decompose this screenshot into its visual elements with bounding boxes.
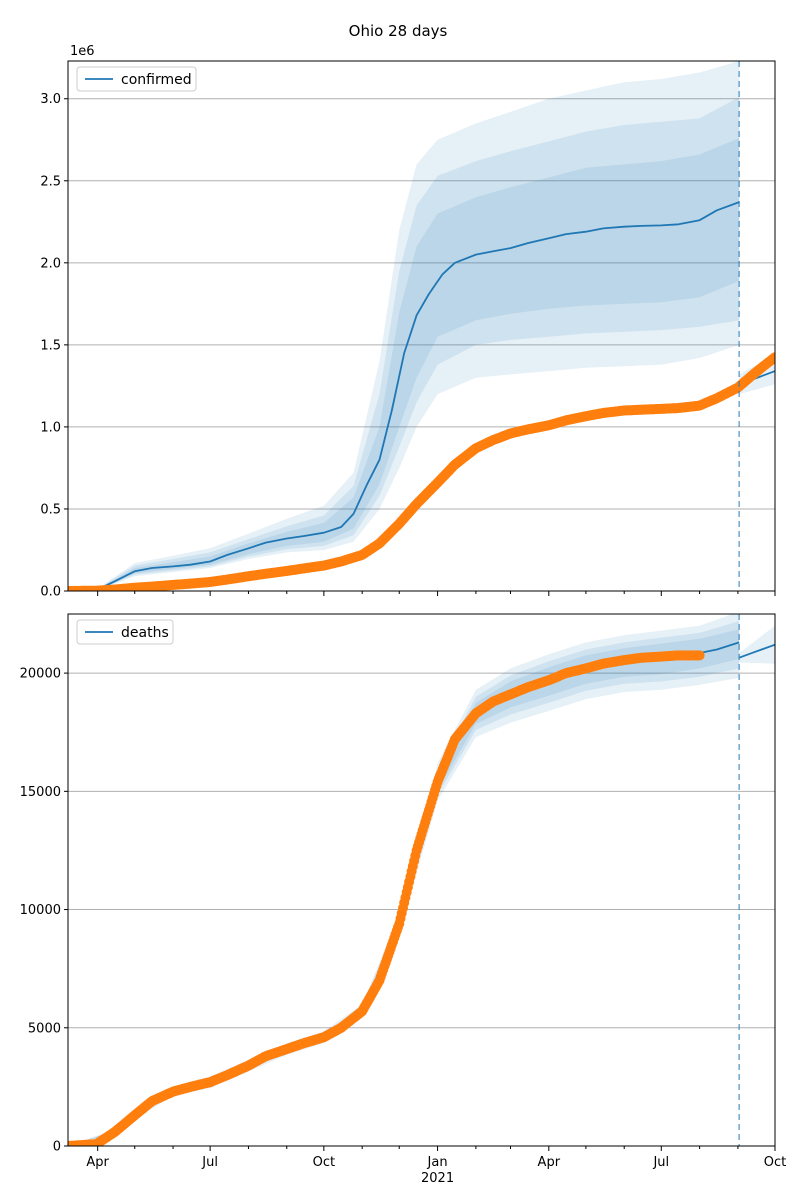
legend-label: deaths xyxy=(121,625,169,641)
y-tick-label: 0.5 xyxy=(40,502,61,517)
uncertainty-band xyxy=(739,625,775,664)
uncertainty-band xyxy=(68,97,740,591)
legend: confirmed xyxy=(76,66,197,92)
figure-title: Ohio 28 days xyxy=(349,22,448,40)
model-line xyxy=(68,201,740,591)
x-tick-label: Apr xyxy=(538,1155,561,1170)
x-tick-label: Oct xyxy=(313,1155,335,1170)
plot-area xyxy=(68,61,775,591)
uncertainty-band xyxy=(68,138,740,591)
deaths-chart-panel: 0 5000 10000 15000 20000 Apr Jul Oct Jan Apr Jul Oc… xyxy=(20,613,786,1186)
observed-markers xyxy=(68,352,775,591)
y-axis-exponent: 1e6 xyxy=(70,44,95,59)
y-tick-label: 5000 xyxy=(28,1021,61,1036)
observed-point xyxy=(770,352,775,363)
plot-area xyxy=(68,614,775,1146)
legend-box xyxy=(76,66,197,92)
y-tick-label: 3.0 xyxy=(40,92,61,107)
x-tick-year-label: 2021 xyxy=(421,1171,454,1186)
y-tick-label: 15000 xyxy=(20,785,61,800)
x-tick-label: Oct xyxy=(764,1155,786,1170)
uncertainty-band xyxy=(68,61,740,591)
legend: deaths xyxy=(76,619,174,645)
y-tick-label: 10000 xyxy=(20,903,61,918)
axes-frame xyxy=(67,60,776,592)
x-tick-label: Jul xyxy=(201,1155,218,1170)
x-tick-label: Jul xyxy=(652,1155,669,1170)
y-tick-label: 1.0 xyxy=(40,420,61,435)
x-tick-label: Jan xyxy=(427,1155,448,1170)
x-tick-label: Apr xyxy=(86,1155,109,1170)
y-tick-label: 2.0 xyxy=(40,256,61,271)
forecast-line xyxy=(738,643,775,659)
legend-label: confirmed xyxy=(121,72,192,88)
y-tick-label: 0.0 xyxy=(40,585,61,600)
legend-box xyxy=(76,619,174,645)
y-tick-label: 2.5 xyxy=(40,174,61,189)
y-tick-label: 1.5 xyxy=(40,338,61,353)
uncertainty-band xyxy=(68,621,740,1146)
confirmed-chart-panel: 0.0 0.5 1.0 1.5 2.0 2.5 3.0 1e6 confirmed xyxy=(40,44,776,600)
y-tick-label: 20000 xyxy=(20,667,61,682)
axes-frame xyxy=(67,613,776,1147)
uncertainty-band xyxy=(68,614,740,1146)
observed-point xyxy=(694,650,705,661)
y-tick-label: 0 xyxy=(53,1140,61,1155)
observed-markers xyxy=(68,650,705,1146)
